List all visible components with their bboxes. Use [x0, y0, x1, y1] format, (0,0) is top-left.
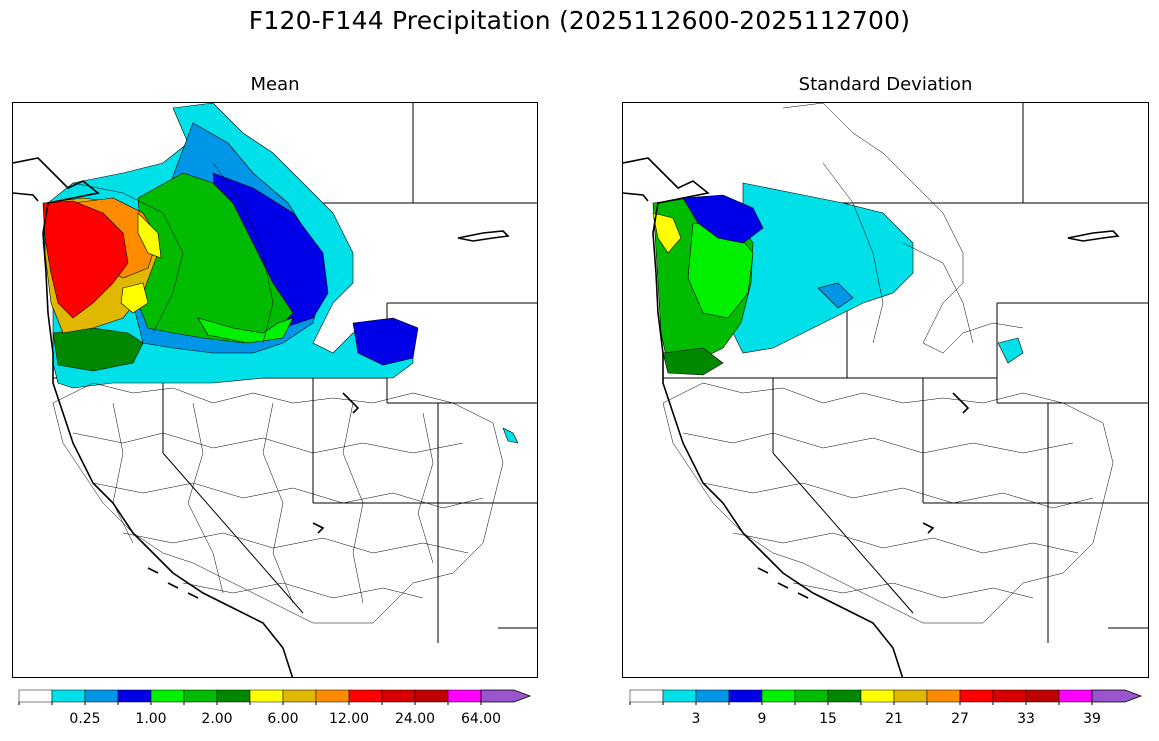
colorbar-swatch-0	[18, 689, 53, 703]
colorbar-swatch-6	[827, 689, 862, 703]
precip-fill-stddev	[652, 182, 1024, 376]
map-mean-canvas	[13, 103, 537, 677]
colorbar-mean	[18, 689, 532, 705]
colorbar-swatch-4	[150, 689, 185, 703]
colorbar-swatch-13	[447, 689, 482, 703]
colorbar-swatch-0	[629, 689, 664, 703]
colorbar-tick-label: 2.00	[201, 711, 233, 727]
colorbar-swatch-1	[51, 689, 86, 703]
colorbar-swatch-5	[183, 689, 218, 703]
colorbar-tick-label: 0.25	[69, 711, 101, 727]
colorbar-swatch-3	[728, 689, 763, 703]
coastline	[13, 157, 510, 677]
colorbar-swatch-14	[1091, 689, 1143, 703]
colorbar-swatch-5	[794, 689, 829, 703]
colorbar-tick-label: 3	[691, 711, 701, 727]
colorbar-tick-label: 1.00	[135, 711, 167, 727]
colorbar-swatch-3	[117, 689, 152, 703]
map-mean	[12, 102, 538, 678]
colorbar-swatch-14	[480, 689, 532, 703]
colorbar-tick-label: 12.00	[328, 711, 370, 727]
colorbar-swatch-7	[249, 689, 284, 703]
colorbar-stddev	[629, 689, 1143, 705]
colorbar-swatch-10	[959, 689, 994, 703]
colorbar-tick-label: 21	[885, 711, 903, 727]
colorbar-swatch-12	[1025, 689, 1060, 703]
colorbar-swatch-2	[695, 689, 730, 703]
colorbar-swatch-1	[662, 689, 697, 703]
colorbar-swatch-8	[893, 689, 928, 703]
map-stddev	[622, 102, 1149, 678]
colorbar-swatch-10	[348, 689, 383, 703]
watershed-outlines	[52, 162, 504, 624]
colorbar-swatch-9	[926, 689, 961, 703]
panel-title-mean: Mean	[250, 74, 300, 95]
panel-title-stddev: Standard Deviation	[798, 74, 973, 95]
colorbar-swatch-11	[992, 689, 1027, 703]
colorbar-swatch-9	[315, 689, 350, 703]
colorbar-swatch-8	[282, 689, 317, 703]
colorbar-tick-label: 39	[1083, 711, 1101, 727]
colorbar-tick-label: 27	[951, 711, 969, 727]
colorbar-swatch-12	[414, 689, 449, 703]
colorbar-tick-label: 15	[819, 711, 837, 727]
colorbar-swatch-2	[84, 689, 119, 703]
colorbar-swatch-4	[761, 689, 796, 703]
state-boundaries	[663, 103, 1148, 643]
precip-fill-mean	[42, 103, 519, 444]
colorbar-tick-label: 64.00	[460, 711, 502, 727]
coastline	[623, 157, 1120, 677]
colorbar-tick-label: 33	[1017, 711, 1035, 727]
colorbar-swatch-6	[216, 689, 251, 703]
figure-title: F120-F144 Precipitation (2025112600-2025…	[248, 6, 911, 35]
colorbar-swatch-7	[860, 689, 895, 703]
colorbar-tick-label: 24.00	[394, 711, 436, 727]
colorbar-tick-label: 6.00	[267, 711, 299, 727]
watershed-outlines	[662, 103, 1114, 624]
colorbar-swatch-13	[1058, 689, 1093, 703]
colorbar-tick-label: 9	[757, 711, 767, 727]
map-stddev-canvas	[623, 103, 1148, 677]
colorbar-swatch-11	[381, 689, 416, 703]
